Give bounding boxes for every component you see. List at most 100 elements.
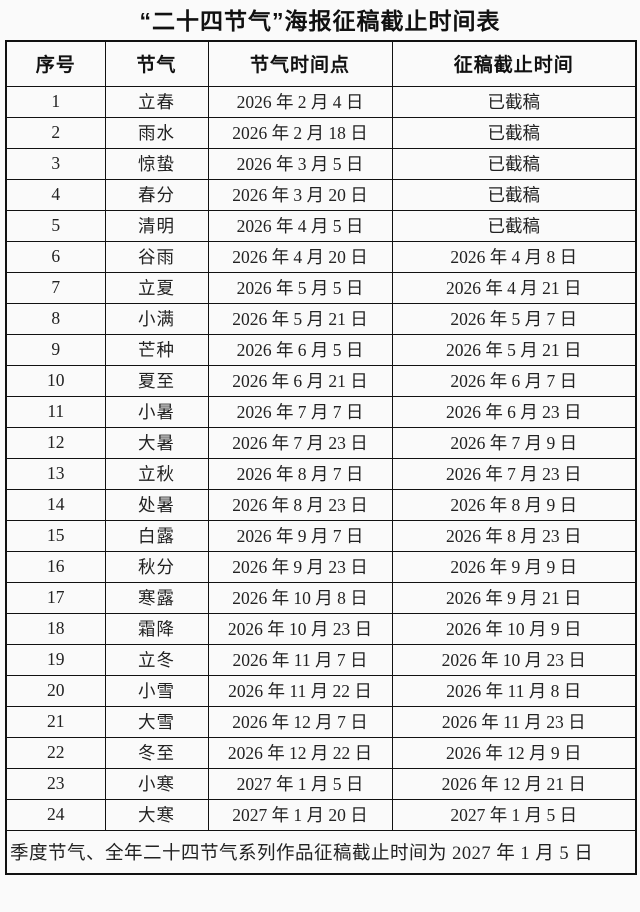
cell-term: 处暑 <box>104 488 209 521</box>
table-row: 21 大雪 2026 年 12 月 7 日 2026 年 11 月 23 日 <box>5 705 637 738</box>
header-term-date: 节气时间点 <box>207 40 393 87</box>
cell-term: 冬至 <box>104 736 209 769</box>
cell-deadline: 2026 年 11 月 8 日 <box>391 674 637 707</box>
cell-term: 白露 <box>104 519 209 552</box>
cell-serial-number: 2 <box>5 116 106 149</box>
table-row: 14 处暑 2026 年 8 月 23 日 2026 年 8 月 9 日 <box>5 488 637 521</box>
cell-serial-number: 13 <box>5 457 106 490</box>
table-row: 7 立夏 2026 年 5 月 5 日 2026 年 4 月 21 日 <box>5 271 637 304</box>
cell-deadline: 2027 年 1 月 5 日 <box>391 798 637 831</box>
table-row: 16 秋分 2026 年 9 月 23 日 2026 年 9 月 9 日 <box>5 550 637 583</box>
solar-terms-deadline-table: 序号 节气 节气时间点 征稿截止时间 1 立春 2026 年 2 月 4 日已截稿 2… <box>5 40 637 875</box>
table-row: 13 立秋 2026 年 8 月 7 日 2026 年 7 月 23 日 <box>5 457 637 490</box>
cell-term-date: 2026 年 6 月 5 日 <box>207 333 393 366</box>
table-row: 4 春分 2026 年 3 月 20 日已截稿 <box>5 178 637 211</box>
table-footer: 季度节气、全年二十四节气系列作品征稿截止时间为 2027 年 1 月 5 日 <box>5 829 637 875</box>
cell-term-date: 2026 年 5 月 21 日 <box>207 302 393 335</box>
cell-term-date: 2026 年 2 月 18 日 <box>207 116 393 149</box>
cell-deadline: 2026 年 12 月 21 日 <box>391 767 637 800</box>
table-row: 2 雨水 2026 年 2 月 18 日已截稿 <box>5 116 637 149</box>
table-body: 1 立春 2026 年 2 月 4 日已截稿 2 雨水 2026 年 2 月 18 日已截… <box>5 85 637 831</box>
table-row: 23 小寒 2027 年 1 月 5 日 2026 年 12 月 21 日 <box>5 767 637 800</box>
cell-serial-number: 3 <box>5 147 106 180</box>
cell-term-date: 2026 年 9 月 23 日 <box>207 550 393 583</box>
cell-term: 立春 <box>104 85 209 118</box>
cell-serial-number: 24 <box>5 798 106 831</box>
cell-term-date: 2026 年 6 月 21 日 <box>207 364 393 397</box>
header-deadline: 征稿截止时间 <box>391 40 637 87</box>
cell-deadline: 2026 年 10 月 23 日 <box>391 643 637 676</box>
cell-serial-number: 11 <box>5 395 106 428</box>
cell-deadline: 2026 年 12 月 9 日 <box>391 736 637 769</box>
cell-term-date: 2026 年 3 月 20 日 <box>207 178 393 211</box>
cell-serial-number: 4 <box>5 178 106 211</box>
cell-term: 立秋 <box>104 457 209 490</box>
cell-deadline: 已截稿 <box>391 209 637 242</box>
cell-term: 立夏 <box>104 271 209 304</box>
cell-term: 大雪 <box>104 705 209 738</box>
table-row: 3 惊蛰 2026 年 3 月 5 日已截稿 <box>5 147 637 180</box>
table-row: 17 寒露 2026 年 10 月 8 日 2026 年 9 月 21 日 <box>5 581 637 614</box>
footer-note: 季度节气、全年二十四节气系列作品征稿截止时间为 2027 年 1 月 5 日 <box>5 829 637 875</box>
cell-term: 大寒 <box>104 798 209 831</box>
cell-serial-number: 10 <box>5 364 106 397</box>
cell-term-date: 2026 年 11 月 22 日 <box>207 674 393 707</box>
table-row: 5 清明 2026 年 4 月 5 日已截稿 <box>5 209 637 242</box>
cell-deadline: 2026 年 6 月 7 日 <box>391 364 637 397</box>
cell-deadline: 2026 年 5 月 21 日 <box>391 333 637 366</box>
cell-deadline: 2026 年 9 月 21 日 <box>391 581 637 614</box>
table-row: 18 霜降 2026 年 10 月 23 日 2026 年 10 月 9 日 <box>5 612 637 645</box>
header-solar-term: 节气 <box>104 40 209 87</box>
cell-term: 雨水 <box>104 116 209 149</box>
cell-term-date: 2026 年 10 月 8 日 <box>207 581 393 614</box>
cell-deadline: 已截稿 <box>391 178 637 211</box>
cell-term: 大暑 <box>104 426 209 459</box>
table-row: 15 白露 2026 年 9 月 7 日 2026 年 8 月 23 日 <box>5 519 637 552</box>
cell-term: 清明 <box>104 209 209 242</box>
cell-deadline: 2026 年 5 月 7 日 <box>391 302 637 335</box>
cell-deadline: 2026 年 10 月 9 日 <box>391 612 637 645</box>
cell-term-date: 2026 年 10 月 23 日 <box>207 612 393 645</box>
cell-deadline: 2026 年 7 月 23 日 <box>391 457 637 490</box>
table-row: 24 大寒 2027 年 1 月 20 日 2027 年 1 月 5 日 <box>5 798 637 831</box>
cell-serial-number: 6 <box>5 240 106 273</box>
cell-deadline: 已截稿 <box>391 85 637 118</box>
cell-term-date: 2026 年 12 月 22 日 <box>207 736 393 769</box>
cell-term-date: 2026 年 3 月 5 日 <box>207 147 393 180</box>
cell-term: 小暑 <box>104 395 209 428</box>
cell-term-date: 2027 年 1 月 20 日 <box>207 798 393 831</box>
cell-term: 芒种 <box>104 333 209 366</box>
cell-term-date: 2026 年 8 月 23 日 <box>207 488 393 521</box>
table-row: 10 夏至 2026 年 6 月 21 日 2026 年 6 月 7 日 <box>5 364 637 397</box>
cell-serial-number: 8 <box>5 302 106 335</box>
cell-term-date: 2026 年 11 月 7 日 <box>207 643 393 676</box>
table-row: 20 小雪 2026 年 11 月 22 日 2026 年 11 月 8 日 <box>5 674 637 707</box>
cell-serial-number: 20 <box>5 674 106 707</box>
table-row: 1 立春 2026 年 2 月 4 日已截稿 <box>5 85 637 118</box>
header-serial-number: 序号 <box>5 40 106 87</box>
table-row: 12 大暑 2026 年 7 月 23 日 2026 年 7 月 9 日 <box>5 426 637 459</box>
cell-term-date: 2026 年 7 月 23 日 <box>207 426 393 459</box>
cell-term: 霜降 <box>104 612 209 645</box>
cell-term-date: 2026 年 5 月 5 日 <box>207 271 393 304</box>
cell-serial-number: 5 <box>5 209 106 242</box>
table-row: 8 小满 2026 年 5 月 21 日 2026 年 5 月 7 日 <box>5 302 637 335</box>
cell-serial-number: 1 <box>5 85 106 118</box>
cell-deadline: 2026 年 4 月 8 日 <box>391 240 637 273</box>
cell-serial-number: 23 <box>5 767 106 800</box>
table-row: 22 冬至 2026 年 12 月 22 日 2026 年 12 月 9 日 <box>5 736 637 769</box>
cell-term: 小雪 <box>104 674 209 707</box>
table-row: 9 芒种 2026 年 6 月 5 日 2026 年 5 月 21 日 <box>5 333 637 366</box>
table-header: 序号 节气 节气时间点 征稿截止时间 <box>5 40 637 87</box>
cell-deadline: 2026 年 4 月 21 日 <box>391 271 637 304</box>
table-row: 19 立冬 2026 年 11 月 7 日 2026 年 10 月 23 日 <box>5 643 637 676</box>
cell-serial-number: 16 <box>5 550 106 583</box>
cell-serial-number: 7 <box>5 271 106 304</box>
cell-deadline: 2026 年 11 月 23 日 <box>391 705 637 738</box>
cell-serial-number: 21 <box>5 705 106 738</box>
cell-deadline: 2026 年 9 月 9 日 <box>391 550 637 583</box>
cell-serial-number: 22 <box>5 736 106 769</box>
cell-serial-number: 12 <box>5 426 106 459</box>
cell-serial-number: 19 <box>5 643 106 676</box>
